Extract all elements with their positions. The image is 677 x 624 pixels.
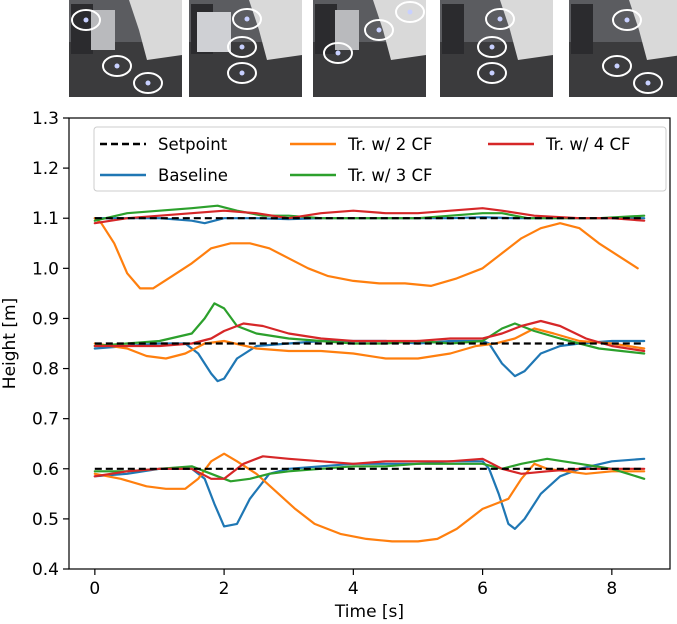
y-tick-label: 1.1 — [32, 209, 59, 229]
height-chart: 0 2 4 6 8 0.4 0.5 0.6 0.7 0.8 0.9 1.0 1.1 1.2 1.3 Time… — [0, 109, 671, 622]
drone-marker — [364, 19, 394, 41]
photo-frame-5 — [569, 0, 677, 97]
legend-label: Tr. w/ 2 CF — [347, 135, 432, 154]
y-tick-label: 1.3 — [32, 109, 59, 129]
photo-frame-4 — [440, 0, 553, 97]
x-tick-label: 2 — [219, 579, 230, 599]
series-line-baseline-2 — [93, 457, 646, 530]
legend-item: Baseline — [100, 166, 228, 185]
y-tick-label: 0.5 — [32, 510, 59, 530]
legend: Setpoint Baseline Tr. w/ 2 CF Tr. w/ 3 CF Tr… — [93, 126, 667, 192]
drone-marker — [102, 55, 132, 77]
y-tick-label: 0.6 — [32, 460, 59, 480]
legend-item: Tr. w/ 3 CF — [290, 166, 432, 185]
series-line-tr-w-2-cf-0 — [93, 217, 639, 290]
legend-label: Baseline — [158, 166, 228, 185]
x-tick-label: 4 — [348, 579, 359, 599]
drone-marker — [633, 72, 663, 94]
drone-marker — [602, 55, 632, 77]
y-tick-label: 0.8 — [32, 360, 59, 380]
photo-frame-1 — [69, 0, 182, 97]
y-tick-label: 0.9 — [32, 309, 59, 329]
drone-marker — [485, 8, 515, 30]
drone-marker — [232, 8, 262, 30]
drone-marker — [227, 36, 257, 58]
drone-marker — [477, 36, 507, 58]
y-tick-label: 0.4 — [32, 560, 59, 580]
legend-item: Tr. w/ 4 CF — [488, 135, 630, 154]
legend-label: Setpoint — [158, 135, 228, 154]
legend-label: Tr. w/ 4 CF — [545, 135, 630, 154]
series-line-tr-w-3-cf-1 — [93, 302, 646, 355]
photo-strip — [0, 0, 677, 98]
x-tick-label: 6 — [477, 579, 488, 599]
y-tick-label: 0.7 — [32, 410, 59, 430]
x-axis-label: Time [s] — [334, 602, 404, 622]
y-axis-label: Height [m] — [0, 298, 20, 389]
legend-label: Tr. w/ 3 CF — [347, 166, 432, 185]
drone-marker — [395, 1, 425, 23]
drone-marker — [477, 62, 507, 84]
series-line-tr-w-4-cf-0 — [93, 207, 646, 225]
series-line-tr-w-4-cf-2 — [93, 455, 646, 480]
series-line-tr-w-2-cf-1 — [93, 327, 646, 360]
legend-item: Setpoint — [100, 135, 228, 154]
y-tick-label: 1.2 — [32, 159, 59, 179]
photo-frame-2 — [189, 0, 302, 97]
axes-frame — [68, 117, 671, 570]
drone-marker — [612, 9, 642, 31]
drone-marker — [323, 42, 353, 64]
series-line-tr-w-4-cf-1 — [93, 319, 646, 353]
legend-item: Tr. w/ 2 CF — [290, 135, 432, 154]
y-tick-label: 1.0 — [32, 259, 59, 279]
drone-marker — [133, 72, 163, 94]
series-line-tr-w-2-cf-2 — [93, 452, 646, 543]
series-line-baseline-1 — [93, 339, 646, 383]
photo-frame-3 — [313, 0, 426, 97]
x-tick-label: 8 — [606, 579, 617, 599]
drone-marker — [227, 62, 257, 84]
x-tick-label: 0 — [89, 579, 100, 599]
drone-marker — [71, 9, 101, 31]
